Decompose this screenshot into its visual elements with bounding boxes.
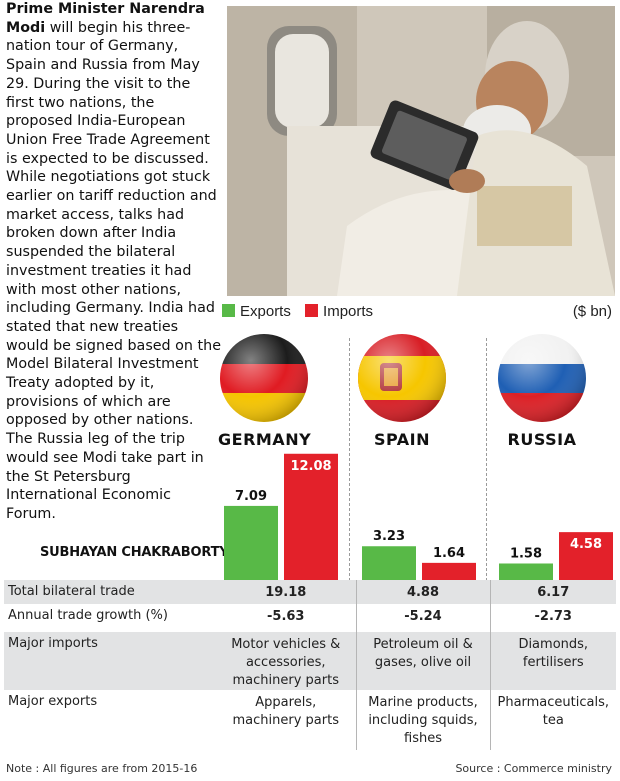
footnote: Note : All figures are from 2015-16 [6,762,198,775]
source-note: Source : Commerce ministry [455,762,612,775]
spain-imports-bar [422,562,476,580]
row-label: Total bilateral trade [8,584,135,599]
row-label: Major exports [8,694,98,709]
trade-chart: 7.09 12.08 3.23 1.64 1.58 4.58 [220,334,613,580]
country-label-spain: SPAIN [373,430,430,449]
column-separator [349,338,350,581]
chart-legend: Exports Imports [222,303,373,320]
table-row: Total bilateral trade 19.18 4.88 6.17 [4,580,616,604]
germany-flag-icon [220,334,308,422]
germany-imports-bar [284,453,338,580]
column-separator [486,338,487,581]
table-cell: -5.24 [355,604,490,632]
country-label-russia: RUSSIA [507,430,577,449]
table-cell: Apparels, machinery parts [232,695,339,728]
chart-unit: ($ bn) [572,303,612,320]
russia-exports-bar [499,563,553,580]
row-label: Major imports [8,636,98,651]
germany-exports-bar [224,505,278,580]
article-body: will begin his three-nation tour of Germ… [6,19,221,522]
spain-imports-value-label: 1.64 [433,546,465,561]
table-row: Annual trade growth (%) -5.63 -5.24 -2.73 [4,604,616,632]
imports-legend-swatch [305,304,319,317]
table-cell: Pharmaceuticals, tea [489,690,616,750]
exports-legend-swatch [222,304,235,317]
russia-exports-value-label: 1.58 [510,546,542,561]
spain-exports-value-label: 3.23 [373,529,405,544]
trade-table: Total bilateral trade 19.18 4.88 6.17 Annual… [4,580,616,750]
germany-exports-value-label: 7.09 [235,489,267,504]
table-row: Major exports Apparels, machinery parts Ma… [4,690,616,750]
table-cell: Motor vehicles & accessories, machinery … [231,637,341,688]
spain-flag-icon [358,334,446,422]
table-cell: 6.17 [489,580,616,604]
table-cell: Petroleum oil & gases, olive oil [355,632,490,690]
table-cell: 4.88 [355,580,490,604]
row-label: Annual trade growth (%) [8,608,168,623]
byline: SUBHAYAN CHAKRABORTY [40,545,229,560]
article-lead: Prime Minister Narendra Modi [6,1,205,36]
table-row: Major imports Motor vehicles & accessorie… [4,632,616,690]
spain-exports-bar [362,546,416,580]
russia-imports-bar [559,532,613,580]
table-cell: -2.73 [489,604,616,632]
modi-photo [227,6,615,296]
table-cell: Diamonds, fertilisers [489,632,616,690]
germany-imports-value-label: 12.08 [290,459,331,474]
table-cell: 19.18 [265,585,307,600]
country-label-germany: GERMANY [218,430,312,449]
table-cell: Marine products, including squids, fishe… [355,690,490,750]
russia-imports-value-label: 4.58 [570,537,602,552]
russia-flag-icon [498,334,586,422]
article-text: Prime Minister Narendra Modi will begin … [6,0,222,524]
table-cell: -5.63 [267,609,305,624]
legend-exports: Exports [240,303,291,320]
legend-imports: Imports [323,303,374,320]
